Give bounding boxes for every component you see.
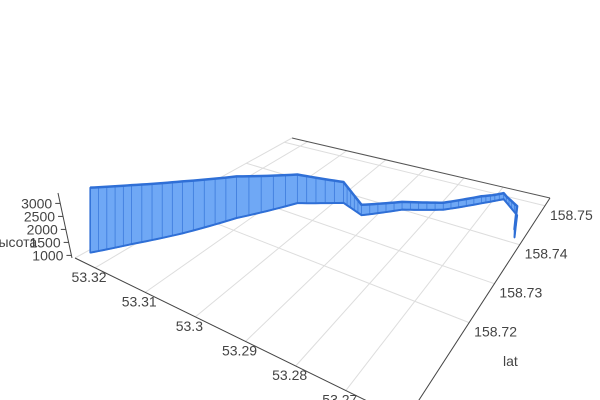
- lat-tick-label: 158.73: [499, 285, 542, 301]
- lon-gridline: [245, 168, 426, 342]
- lon-tick-label: 53.28: [272, 367, 307, 383]
- lat-tick-label: 158.72: [474, 324, 517, 340]
- alt-tick-label: 2500: [24, 208, 55, 224]
- lon-tick-label: 53.32: [72, 269, 107, 285]
- ribbon-top-edge: [90, 173, 519, 230]
- lat-axis-line: [418, 197, 551, 400]
- lon-tick-label: 53.3: [176, 318, 203, 334]
- alt-tick-label: 1000: [32, 247, 63, 263]
- tick-labels: 53.32 53.31 53.3 53.29 53.28 53.27 158.72 158.7…: [21, 195, 593, 400]
- lon-tick-label: 53.27: [322, 392, 357, 400]
- lon-tick-label: 53.31: [122, 293, 157, 309]
- ribbon-bottom-edge: [89, 198, 519, 254]
- lon-axis-line: [74, 257, 367, 400]
- lat-gridline: [169, 204, 470, 324]
- lon-tick-label: 53.29: [222, 342, 257, 358]
- lon-gridline: [144, 150, 348, 293]
- back-edge: [291, 137, 551, 199]
- lon-gridline: [195, 159, 387, 318]
- lat-tick-label: 158.74: [525, 246, 568, 262]
- alt-tick-label: 1500: [29, 234, 60, 250]
- alt-tick-label: 2000: [27, 221, 58, 237]
- ribbon-surface: [89, 173, 518, 254]
- altitude-ribbon-trace: [89, 173, 519, 254]
- lon-gridline: [345, 186, 504, 391]
- lat-tick-label: 158.75: [550, 207, 593, 223]
- lat-axis-title: lat: [503, 353, 518, 369]
- alt-axis-title: высота: [0, 234, 37, 250]
- alt-tick-label: 3000: [21, 195, 52, 211]
- alt-axis-line: [57, 192, 73, 259]
